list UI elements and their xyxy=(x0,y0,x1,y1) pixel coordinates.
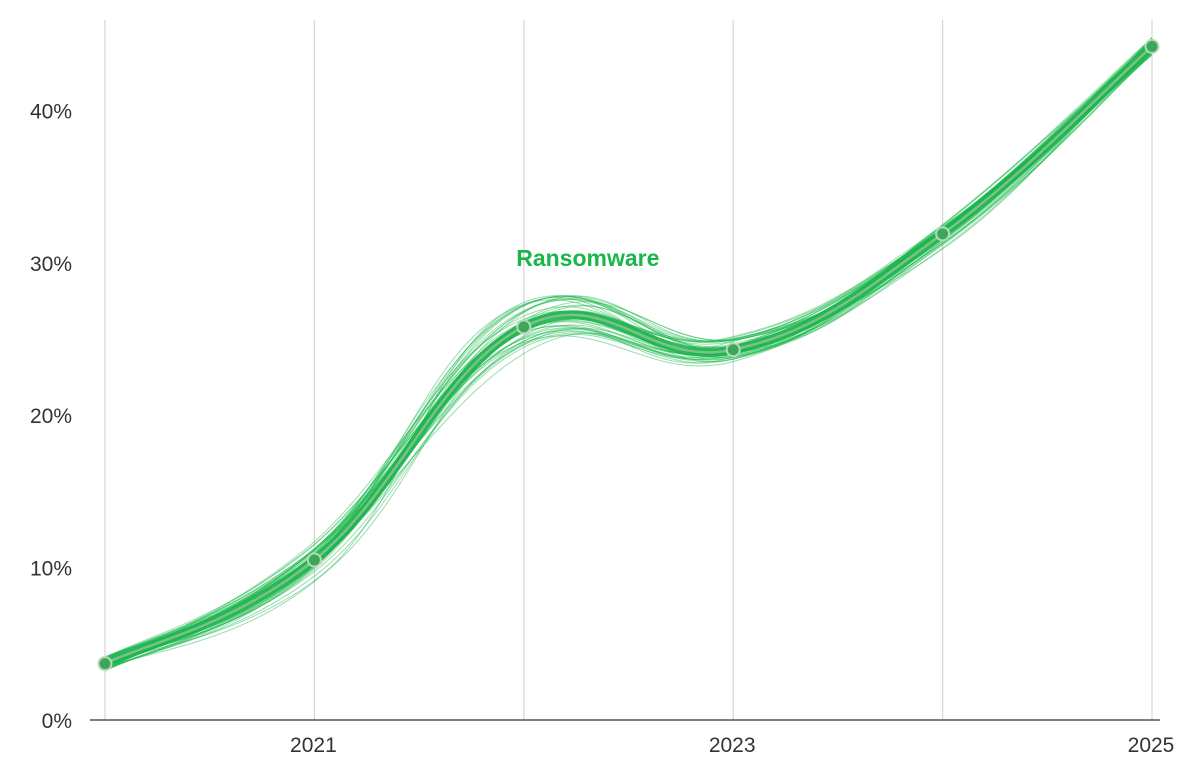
y-tick-label: 20% xyxy=(30,405,72,428)
plot-area: Ransomware xyxy=(97,37,1160,672)
uncertainty-strand xyxy=(104,40,1153,659)
uncertainty-strand xyxy=(104,37,1153,664)
uncertainty-strand xyxy=(104,52,1153,669)
x-tick-label: 2025 xyxy=(1128,734,1175,757)
uncertainty-strand xyxy=(104,41,1153,665)
data-point xyxy=(516,319,532,335)
y-tick-label: 30% xyxy=(30,253,72,276)
uncertainty-strand xyxy=(104,48,1153,664)
uncertainty-strand xyxy=(104,45,1153,670)
uncertainty-strand xyxy=(104,41,1153,670)
y-tick-label: 10% xyxy=(30,558,72,581)
uncertainty-strand xyxy=(104,47,1153,665)
uncertainty-strand xyxy=(104,43,1153,661)
uncertainty-strand xyxy=(104,39,1153,665)
uncertainty-strand xyxy=(104,47,1153,667)
uncertainty-strand xyxy=(104,46,1153,668)
y-axis-ticks: 0% 10% 20% 30% 40% xyxy=(30,100,72,733)
uncertainty-strand xyxy=(104,49,1153,660)
x-tick-label: 2023 xyxy=(709,734,756,757)
chart-gridlines xyxy=(104,20,1153,720)
uncertainty-strand xyxy=(104,38,1153,671)
y-tick-label: 40% xyxy=(30,100,72,123)
uncertainty-strand xyxy=(104,45,1153,669)
uncertainty-strand xyxy=(104,37,1153,671)
series-line-core xyxy=(103,45,1154,665)
uncertainty-strand xyxy=(104,53,1153,663)
uncertainty-strand xyxy=(104,52,1153,659)
y-tick-label: 0% xyxy=(42,710,72,733)
uncertainty-strand xyxy=(104,43,1153,669)
uncertainty-strand xyxy=(104,50,1153,658)
uncertainty-strands xyxy=(104,37,1153,672)
uncertainty-strand xyxy=(104,41,1153,662)
uncertainty-strand xyxy=(104,52,1153,671)
uncertainty-strand xyxy=(104,47,1153,665)
data-point xyxy=(306,552,322,568)
uncertainty-strand xyxy=(104,47,1153,659)
data-point xyxy=(725,342,741,358)
uncertainty-strand xyxy=(104,43,1153,661)
series-line-ransomware xyxy=(100,41,1157,669)
uncertainty-strand xyxy=(104,48,1153,659)
uncertainty-strand xyxy=(104,54,1153,659)
x-tick-label: 2021 xyxy=(290,734,337,757)
uncertainty-strand xyxy=(104,47,1153,669)
x-axis-ticks: 2021 2023 2025 xyxy=(290,734,1174,757)
uncertainty-strand xyxy=(104,39,1153,670)
uncertainty-strand xyxy=(104,53,1153,671)
uncertainty-strand xyxy=(104,51,1153,664)
data-point xyxy=(935,226,951,242)
data-point xyxy=(97,656,113,672)
data-point xyxy=(1144,38,1160,54)
uncertainty-strand xyxy=(104,54,1153,671)
uncertainty-strand xyxy=(104,43,1153,670)
uncertainty-strand xyxy=(104,46,1153,670)
uncertainty-strand xyxy=(104,49,1153,668)
series-label-ransomware: Ransomware xyxy=(516,245,659,271)
uncertainty-strand xyxy=(104,46,1153,672)
uncertainty-strand xyxy=(104,52,1153,665)
uncertainty-strand xyxy=(104,51,1153,669)
